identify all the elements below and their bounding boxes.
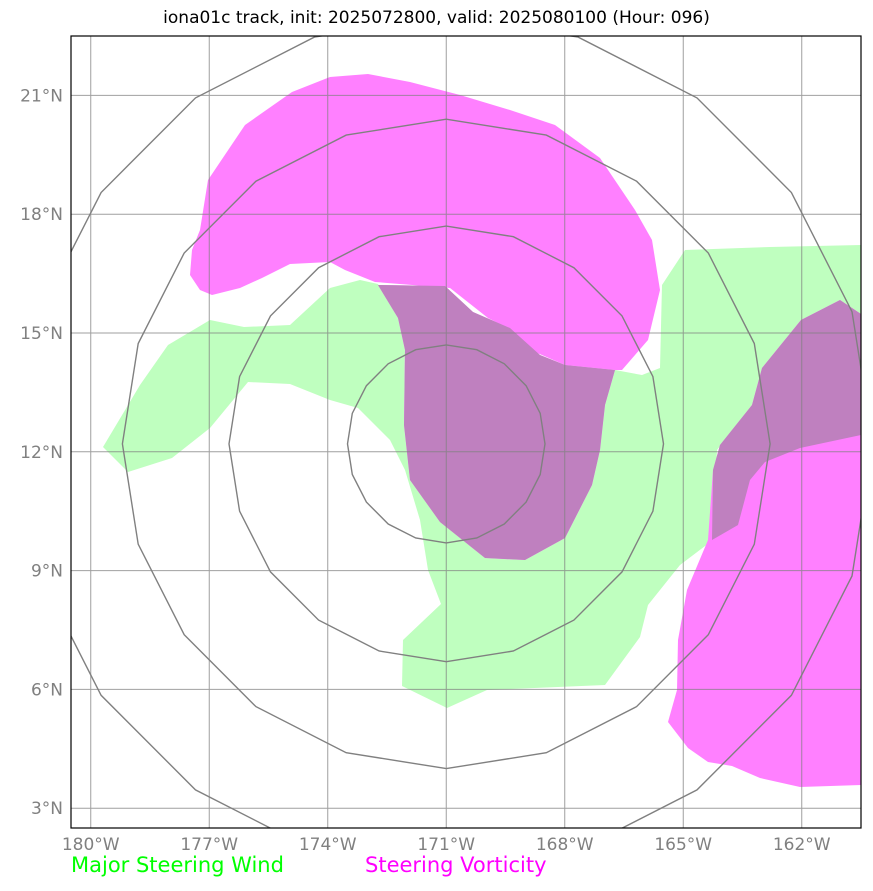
lon-tick-label: 168°W <box>536 835 594 855</box>
lat-tick-label: 9°N <box>31 562 63 582</box>
legend-steering-wind: Major Steering Wind <box>71 853 284 877</box>
lon-tick-labels: 180°W 177°W 174°W 171°W 168°W 165°W 162°W <box>62 835 831 855</box>
lon-tick-label: 174°W <box>299 835 357 855</box>
lon-tick-label: 177°W <box>180 835 238 855</box>
lon-tick-label: 162°W <box>773 835 831 855</box>
lat-tick-label: 3°N <box>31 799 63 819</box>
legend-steering-vorticity: Steering Vorticity <box>365 853 547 877</box>
lon-tick-label: 180°W <box>62 835 120 855</box>
lat-tick-label: 12°N <box>20 443 63 463</box>
lat-tick-label: 18°N <box>20 205 63 225</box>
lat-tick-label: 15°N <box>20 324 63 344</box>
lon-tick-label: 171°W <box>417 835 475 855</box>
lat-tick-label: 21°N <box>20 86 63 106</box>
lon-tick-label: 165°W <box>654 835 712 855</box>
lat-tick-labels: 3°N 6°N 9°N 12°N 15°N 18°N 21°N <box>20 86 63 819</box>
lat-tick-label: 6°N <box>31 680 63 700</box>
